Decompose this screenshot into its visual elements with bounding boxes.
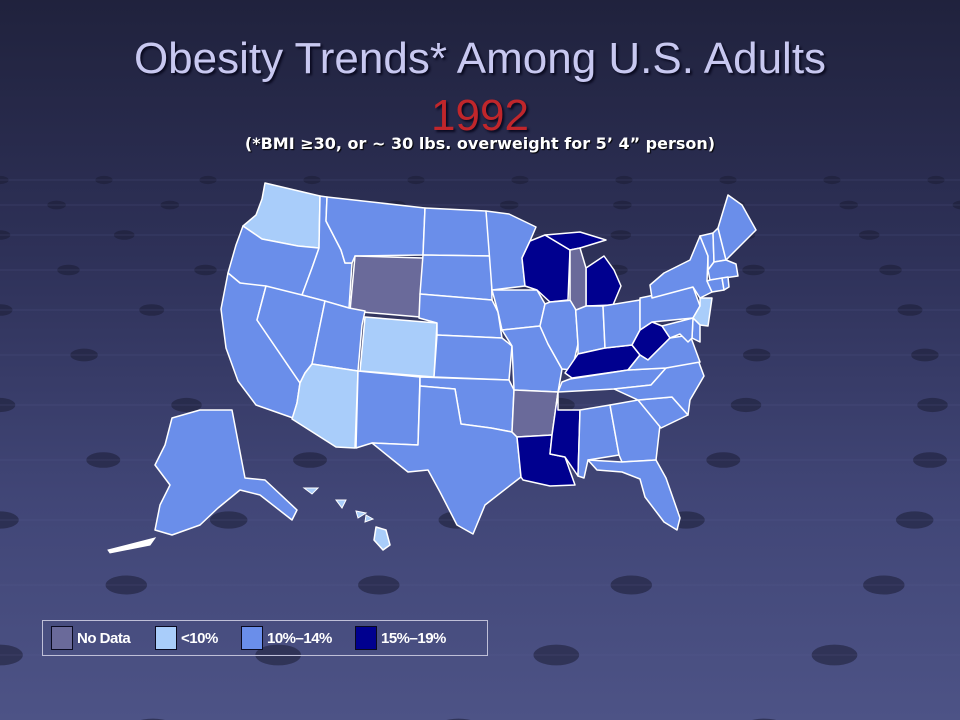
grid-dot [719, 175, 737, 185]
state-RI [721, 276, 730, 291]
state-WY [349, 255, 424, 318]
grid-dot [839, 200, 858, 210]
grid-dot [139, 304, 165, 316]
grid-dot [255, 644, 302, 666]
state-FL [587, 459, 681, 531]
slide-title: Obesity Trends* Among U.S. Adults [133, 34, 827, 83]
grid-dot [0, 511, 19, 529]
grid-dot [0, 304, 13, 316]
legend-swatch-no-data [51, 626, 73, 650]
grid-dot [742, 264, 765, 276]
grid-dot [95, 175, 113, 185]
state-KS [433, 334, 513, 381]
grid-dot [895, 511, 934, 529]
grid-dot [160, 200, 180, 210]
grid-dot [610, 230, 632, 240]
grid-dot [303, 175, 321, 185]
alaska-chain [107, 537, 157, 554]
slide-subtitle: (*BMI ≥30, or ~ 30 lbs. overweight for 5… [244, 134, 716, 153]
grid-dot [499, 200, 519, 210]
grid-dot [863, 575, 905, 595]
state-NM [355, 370, 421, 449]
grid-dot [913, 452, 947, 468]
state-MS [549, 391, 581, 477]
grid-dot [927, 175, 945, 185]
legend-swatch-15-19 [355, 626, 377, 650]
legend-label-15-19: 15%–19% [381, 630, 446, 647]
grid-dot [199, 175, 217, 185]
grid-dot [511, 175, 529, 185]
legend-swatch-under-10 [155, 626, 177, 650]
state-IA [491, 289, 546, 331]
grid-dot [613, 200, 632, 210]
grid-dot [742, 348, 771, 362]
lake-michigan [569, 247, 587, 311]
state-HI [373, 526, 391, 551]
grid-dot [0, 644, 23, 666]
grid-dot [533, 644, 580, 666]
grid-dot [105, 575, 148, 595]
state-AK [154, 409, 298, 536]
grid-dot [70, 348, 98, 362]
grid-dot [952, 200, 960, 210]
state-ME [717, 194, 757, 261]
state-TX [371, 385, 522, 535]
hawaii-islet-2 [335, 499, 347, 509]
grid-dot [293, 452, 327, 468]
grid-dot [897, 304, 923, 316]
state-NY [649, 235, 713, 299]
hawaii-islet-1 [302, 487, 320, 495]
legend-label-under-10: <10% [181, 630, 218, 647]
grid-dot [879, 264, 902, 276]
grid-dot [858, 230, 880, 240]
state-MA [707, 259, 739, 281]
state-VA [627, 334, 701, 371]
title-year: 1992 [431, 91, 529, 140]
grid-dot [47, 200, 66, 210]
state-AR [511, 389, 559, 438]
state-SD [419, 254, 493, 301]
grid-dot [706, 452, 741, 468]
grid-dot [0, 230, 11, 240]
grid-dot [911, 348, 939, 362]
legend-label-10-14: 10%–14% [267, 630, 332, 647]
grid-dot [823, 175, 841, 185]
grid-dot [194, 264, 217, 276]
grid-dot [358, 575, 400, 595]
grid-dot [86, 452, 121, 468]
state-MD [661, 317, 694, 343]
grid-dot [0, 175, 9, 185]
grid-dot [615, 175, 633, 185]
grid-dot [171, 397, 202, 413]
state-MI [585, 255, 622, 307]
map-legend: No Data <10% 10%–14% 15%–19% [42, 620, 488, 656]
grid-dot [0, 397, 16, 413]
legend-label-no-data: No Data [77, 630, 131, 647]
grid-dot [730, 397, 762, 413]
grid-dot [917, 397, 948, 413]
grid-dot [811, 644, 858, 666]
grid-dot [113, 230, 135, 240]
legend-swatch-10-14 [241, 626, 263, 650]
grid-dot [209, 511, 248, 529]
grid-dot [745, 304, 771, 316]
state-MI-UP [544, 231, 607, 251]
grid-dot [407, 175, 425, 185]
hawaii-islet-3 [355, 510, 368, 519]
state-ND [422, 207, 492, 257]
grid-dot [57, 264, 80, 276]
hawaii-islet-4 [364, 514, 375, 523]
grid-dot [610, 575, 653, 595]
state-CO [359, 316, 438, 378]
